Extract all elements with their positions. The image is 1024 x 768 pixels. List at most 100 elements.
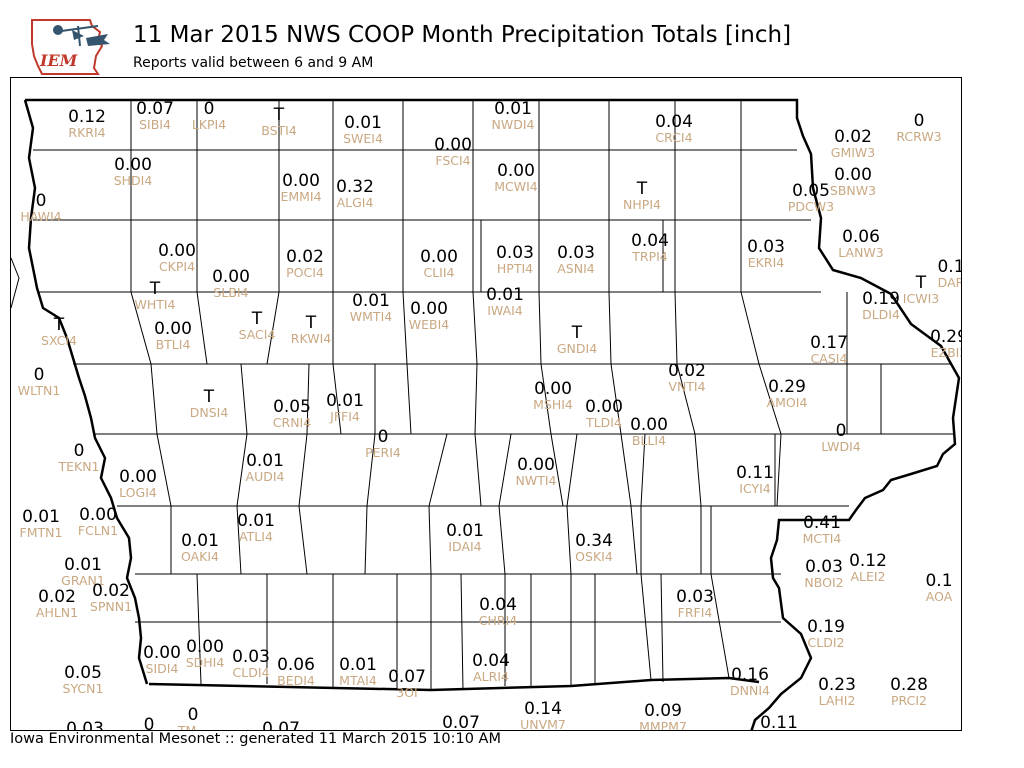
station-id: HAWI4 [20, 209, 62, 224]
station-label: 0.00 LOGI4 [119, 468, 157, 500]
station-label: 0.00 BLLI4 [630, 416, 668, 448]
station-label: T NHPI4 [623, 180, 661, 212]
precip-value: 0.1 [937, 257, 962, 277]
station-id: SACI4 [238, 327, 276, 342]
station-label: 0.07 [262, 720, 300, 730]
precip-value: 0.00 [420, 247, 458, 267]
station-label: 0.32 ALGI4 [336, 178, 374, 210]
station-id: PERI4 [365, 445, 401, 460]
precip-value: 0.00 [154, 319, 192, 339]
station-id: ASNI4 [557, 261, 595, 276]
map-subtitle: Reports valid between 6 and 9 AM [133, 55, 374, 71]
station-label: 0.06 BEDI4 [277, 656, 315, 688]
station-id: AOA [925, 589, 953, 604]
precip-value: 0.00 [212, 267, 250, 287]
precip-value: T [149, 279, 161, 299]
precip-value: 0.34 [575, 531, 613, 551]
precip-value: 0 [835, 421, 847, 441]
station-label: 0.02 AHLN1 [36, 588, 78, 620]
precip-value: 0.14 [524, 699, 562, 719]
precip-value: 0.06 [277, 655, 315, 675]
station-id: POCI4 [286, 265, 324, 280]
station-label: 0.01 MTAI4 [339, 656, 377, 688]
station-label: T SACI4 [239, 310, 276, 342]
station-label: 0.11 ICYI4 [736, 464, 774, 496]
station-label: 0.19 DLDI4 [862, 290, 900, 322]
station-label: 0.16 DNNI4 [730, 666, 770, 698]
station-label: 0.03 NBOI2 [804, 558, 843, 590]
logo-text: IEM [39, 51, 79, 70]
station-label: 0.00 TLDI4 [585, 398, 623, 430]
station-label: 0.00 SIDI4 [143, 644, 181, 676]
station-label: T DNSI4 [190, 388, 229, 420]
precip-value: 0.02 [92, 581, 130, 601]
station-id: IDAI4 [448, 539, 482, 554]
precip-value: 0.00 [143, 643, 181, 663]
precip-value: 0.05 [792, 181, 830, 201]
station-id: LOGI4 [119, 485, 157, 500]
precip-value: 0.03 [66, 719, 104, 731]
precip-value: T [571, 323, 583, 343]
precip-value: 0.07 [136, 99, 174, 119]
station-label: 0.01 JFFI4 [326, 392, 364, 424]
station-id: FRFI4 [677, 605, 713, 620]
precip-value: T [915, 273, 927, 293]
precip-value: T [636, 179, 648, 199]
precip-value: T [53, 315, 65, 335]
precip-value: 0.01 [22, 507, 60, 527]
precip-value: 0.01 [446, 521, 484, 541]
precip-value: 0.01 [246, 451, 284, 471]
station-id: BLLI4 [631, 433, 667, 448]
precip-value: 0.01 [326, 391, 364, 411]
station-id: HPTI4 [496, 261, 534, 276]
precip-value: 0 [377, 427, 389, 447]
station-id: WMTI4 [349, 309, 393, 324]
station-label: 0.01 GRAN1 [61, 556, 105, 588]
station-label: 0 WLTN1 [18, 366, 61, 398]
station-label: 0 LWDI4 [821, 422, 860, 454]
station-id: PDCW3 [787, 199, 835, 214]
station-label: 0.1 AOA [925, 572, 952, 604]
precip-value: 0.06 [842, 227, 880, 247]
station-label: 0.17 CASI4 [810, 334, 848, 366]
station-label: 0.41 MCTI4 [803, 514, 842, 546]
precip-value: 0 [187, 705, 199, 725]
precip-value: 0.01 [486, 285, 524, 305]
station-id: JFFI4 [330, 409, 360, 424]
station-label: 0.14 UNVM7 [520, 699, 566, 730]
station-label: 0.03 [66, 719, 104, 731]
station-id: BSTI4 [261, 123, 297, 138]
precip-value: 0.03 [232, 647, 270, 667]
precip-value: 0.04 [631, 231, 669, 251]
map-title: 11 Mar 2015 NWS COOP Month Precipitation… [133, 22, 792, 48]
station-label: 0.00 MSHI4 [533, 380, 573, 412]
precip-value: 0.00 [585, 397, 623, 417]
station-label: 0.09 MMPM7 [639, 702, 687, 730]
precip-value: 0.00 [186, 637, 224, 657]
precip-value: T [251, 309, 263, 329]
precip-value: 0.17 [810, 333, 848, 353]
station-id: MCTI4 [802, 531, 842, 546]
station-label: 0.00 CKPI4 [158, 242, 196, 274]
precip-value: 0 [73, 441, 85, 461]
station-label: 0.29EZBI2 [930, 328, 961, 360]
station-label: 0 TEKN1 [58, 442, 99, 474]
precip-value: 0.05 [64, 663, 102, 683]
precip-value: T [305, 313, 317, 333]
station-id: NHPI4 [623, 197, 661, 212]
precip-value: T [273, 105, 285, 125]
precip-value: 0.07 [442, 713, 480, 731]
station-label: 0.34 OSKI4 [575, 532, 613, 564]
station-label: 0.04 ALRI4 [472, 652, 510, 684]
station-id: MTAI4 [339, 673, 377, 688]
precip-value: 0.04 [479, 595, 517, 615]
station-label: 0.05 CRNI4 [273, 398, 311, 430]
station-id: TRPI4 [632, 249, 668, 264]
station-label: 0.03 EKRI4 [747, 238, 785, 270]
station-id: WHTI4 [134, 297, 176, 312]
station-id: TM... [177, 723, 209, 731]
station-label: 0.01 IDAI4 [446, 522, 484, 554]
station-label: 0 RCRW3 [896, 112, 941, 144]
footer-credit: Iowa Environmental Mesonet :: generated … [10, 731, 501, 747]
station-label: 0.00 CLII4 [420, 248, 458, 280]
